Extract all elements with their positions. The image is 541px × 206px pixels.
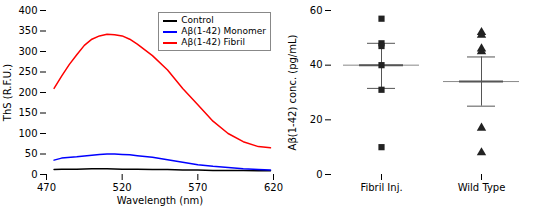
svg-text:Wild Type: Wild Type — [458, 182, 506, 193]
svg-text:Wavelength (nm): Wavelength (nm) — [117, 195, 203, 206]
svg-text:350: 350 — [18, 25, 37, 36]
svg-text:250: 250 — [18, 66, 37, 77]
svg-text:100: 100 — [18, 128, 37, 139]
html-text:Control: Control — [181, 15, 214, 25]
html-text:Aβ(1-42) Fibril: Aβ(1-42) Fibril — [181, 37, 245, 47]
svg-text:150: 150 — [18, 107, 37, 118]
svg-text:0: 0 — [316, 169, 322, 180]
svg-text:620: 620 — [264, 182, 283, 193]
svg-text:400: 400 — [18, 5, 37, 16]
svg-text:300: 300 — [18, 46, 37, 57]
svg-text:200: 200 — [18, 87, 37, 98]
svg-text:50: 50 — [25, 148, 38, 159]
svg-text:520: 520 — [113, 182, 132, 193]
svg-text:60: 60 — [310, 5, 323, 16]
svg-text:0: 0 — [31, 169, 37, 180]
svg-text:40: 40 — [310, 59, 323, 70]
svg-text:570: 570 — [188, 182, 207, 193]
svg-text:ThS (R.F.U.): ThS (R.F.U.) — [2, 64, 13, 122]
svg-text:470: 470 — [37, 182, 56, 193]
html-text:Aβ(1-42) Monomer: Aβ(1-42) Monomer — [181, 26, 266, 36]
svg-text:20: 20 — [310, 114, 323, 125]
svg-text:Aβ(1-42) conc. (pg/mL): Aβ(1-42) conc. (pg/mL) — [287, 34, 298, 150]
svg-text:Fibril Inj.: Fibril Inj. — [360, 182, 402, 193]
